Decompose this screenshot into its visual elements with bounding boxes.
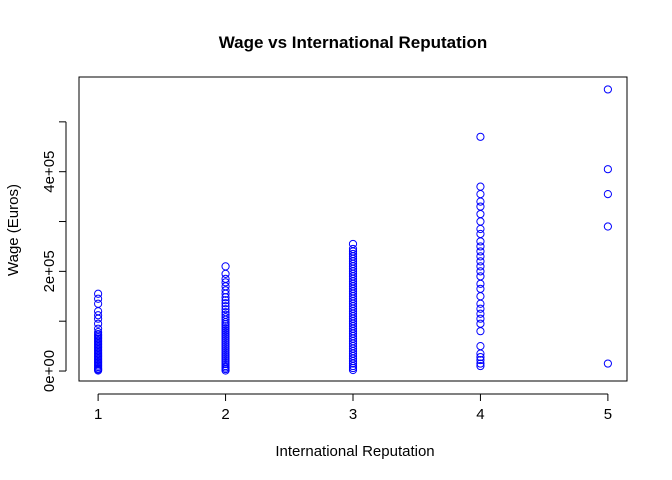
data-point <box>476 252 485 261</box>
data-point <box>476 272 485 281</box>
data-point <box>476 292 485 301</box>
data-point <box>476 217 485 226</box>
data-point <box>603 359 612 368</box>
data-point <box>476 309 485 318</box>
data-point <box>94 299 103 308</box>
data-point <box>348 244 358 254</box>
data-point <box>221 274 230 283</box>
y-tick-label: 0e+00 <box>41 350 58 392</box>
data-point <box>221 310 230 319</box>
data-point <box>476 267 485 276</box>
x-tick-label: 3 <box>349 406 357 423</box>
x-tick-label: 1 <box>94 406 102 423</box>
data-point <box>221 336 230 345</box>
data-points <box>94 85 612 375</box>
data-point <box>94 319 103 328</box>
data-point <box>221 359 230 369</box>
data-point <box>221 302 230 311</box>
data-point <box>476 202 485 211</box>
data-point <box>348 239 358 249</box>
data-point <box>221 361 230 371</box>
data-point <box>476 132 485 141</box>
data-point <box>476 242 485 251</box>
x-axis-label: International Reputation <box>275 443 434 460</box>
data-point <box>221 286 230 295</box>
data-point <box>476 319 485 328</box>
x-tick-label: 2 <box>221 406 229 423</box>
data-point <box>221 347 230 357</box>
data-point <box>94 328 103 337</box>
data-point <box>221 351 230 361</box>
data-point <box>221 342 230 351</box>
data-point <box>476 352 485 362</box>
data-point <box>221 324 230 333</box>
data-point <box>94 311 103 320</box>
data-point <box>221 313 230 322</box>
data-point <box>221 262 230 271</box>
data-point <box>476 299 485 308</box>
data-point <box>221 334 230 343</box>
data-point <box>476 361 485 371</box>
data-point <box>94 289 103 298</box>
y-tick-label: 4e+05 <box>41 151 58 193</box>
data-point <box>476 209 485 219</box>
data-point <box>476 229 485 239</box>
data-point <box>476 182 485 191</box>
data-point <box>476 327 485 336</box>
data-point <box>221 332 230 341</box>
data-point <box>221 305 230 314</box>
data-point <box>476 197 485 206</box>
data-point <box>94 324 103 333</box>
x-tick-label: 5 <box>604 406 612 423</box>
data-point <box>476 342 485 351</box>
data-point <box>348 365 358 375</box>
data-point <box>221 322 230 331</box>
data-point <box>603 165 612 174</box>
data-point <box>221 328 230 337</box>
data-point <box>476 359 485 368</box>
y-axis: 0e+00 2e+05 4e+05 <box>41 121 67 392</box>
data-point <box>94 330 103 339</box>
x-axis: 1 2 3 4 5 <box>94 393 612 423</box>
data-point <box>603 85 612 94</box>
chart-title: Wage vs International Reputation <box>219 33 488 52</box>
data-point <box>476 314 485 323</box>
data-point <box>221 338 230 347</box>
data-point <box>221 353 230 363</box>
data-point <box>221 330 230 339</box>
data-point <box>476 279 485 288</box>
data-point <box>221 308 230 317</box>
data-point <box>221 340 230 349</box>
data-point <box>221 296 230 305</box>
data-point <box>221 269 230 278</box>
data-point <box>221 299 230 308</box>
data-point <box>476 262 485 271</box>
data-point <box>476 247 485 256</box>
data-point <box>476 304 485 313</box>
data-point <box>221 344 230 353</box>
data-point <box>94 294 103 303</box>
data-point <box>476 237 485 246</box>
data-point <box>476 257 485 266</box>
data-point <box>476 224 485 234</box>
data-point <box>221 357 230 367</box>
y-tick-label: 2e+05 <box>41 250 58 292</box>
data-point <box>221 346 230 355</box>
data-point <box>476 190 485 199</box>
data-point <box>221 349 230 359</box>
x-tick-label: 4 <box>476 406 484 423</box>
data-point <box>221 278 230 287</box>
data-point <box>476 284 485 293</box>
data-point <box>348 249 358 259</box>
data-point <box>603 222 612 231</box>
data-point <box>476 355 485 365</box>
data-point <box>221 326 230 335</box>
data-point <box>221 355 230 365</box>
y-axis-label: Wage (Euros) <box>5 184 22 276</box>
plot-area-border <box>78 76 628 382</box>
data-point <box>603 190 612 199</box>
